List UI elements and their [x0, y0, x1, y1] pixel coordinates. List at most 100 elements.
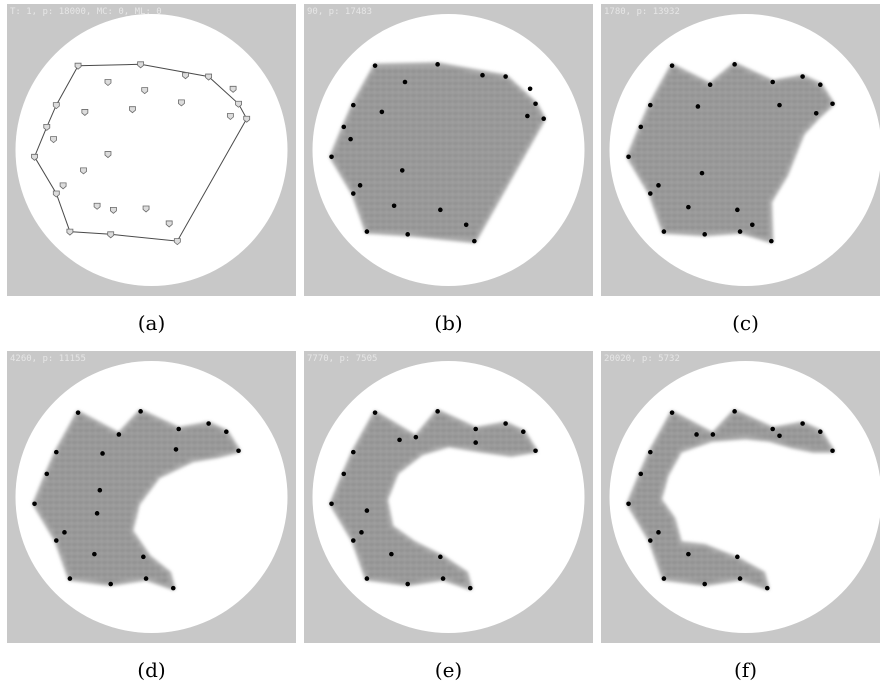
panel-d-point-6 [236, 448, 241, 454]
panel-e-canvas: 7770, p: 7505 [304, 351, 593, 643]
panel-b-point-15 [525, 113, 530, 119]
panel-f-point-16 [777, 433, 782, 439]
panel-b-point-11 [351, 102, 356, 108]
panel-e: 7770, p: 7505 [304, 351, 593, 643]
panel-e-point-14 [351, 449, 356, 455]
panel-d-point-8 [143, 576, 149, 581]
panel-f-point-9 [702, 581, 707, 587]
panel-a-marker-22 [104, 151, 112, 159]
panel-f-point-12 [626, 501, 631, 507]
panel-f-point-0 [669, 410, 675, 415]
panel-d-point-18 [62, 530, 67, 535]
panel-a-marker-19 [226, 113, 234, 121]
panel-f-canvas: 20020, p: 5732 [601, 351, 880, 643]
panel-a-marker-18 [178, 99, 185, 107]
panel-c: 1780, p: 13932 [601, 4, 880, 296]
panel-e-point-10 [364, 576, 370, 581]
panel-d-point-11 [54, 538, 59, 543]
panel-c-point-3 [770, 79, 775, 85]
caption-e: (e) [434, 658, 463, 682]
panel-b-point-17 [348, 136, 353, 142]
panel-b-point-14 [527, 86, 533, 92]
panel-e-point-19 [389, 551, 394, 557]
panel-e-point-20 [438, 554, 443, 560]
panel-d-point-12 [32, 501, 37, 507]
panel-b-point-2 [503, 74, 508, 79]
panel-e-point-1 [413, 434, 419, 440]
panel-b-point-5 [472, 238, 477, 244]
panel-f-point-13 [638, 471, 644, 477]
panel-a-marker-10 [43, 123, 51, 131]
panel-a-marker-25 [110, 206, 117, 214]
panel-a-stamp: T: 1, p: 18000, MC: 0, ML: 0 [10, 7, 162, 17]
panel-c-point-17 [777, 102, 782, 108]
panel-f-stamp: 20020, p: 5732 [604, 354, 680, 364]
panel-b-point-18 [399, 168, 405, 173]
panel-d-point-9 [108, 581, 113, 587]
panel-f-point-6 [830, 448, 835, 454]
panel-e-point-0 [372, 410, 378, 415]
panel-f-point-14 [648, 449, 653, 455]
panel-c-point-5 [818, 82, 823, 88]
panel-a-marker-0 [74, 62, 82, 70]
caption-c: (c) [732, 311, 759, 335]
panel-a-marker-16 [129, 106, 136, 114]
panel-c-point-7 [813, 110, 819, 116]
panel-c-stamp: 1780, p: 13932 [604, 7, 680, 17]
panel-a-marker-21 [80, 167, 87, 175]
panel-e-point-6 [533, 448, 538, 454]
panel-c-canvas: 1780, p: 13932 [601, 4, 880, 296]
panel-b-point-20 [391, 203, 397, 209]
panel-c-point-13 [626, 154, 631, 160]
panel-a-marker-12 [104, 79, 112, 87]
panel-a-disk [15, 14, 288, 286]
panel-f-point-15 [694, 432, 699, 437]
panel-b-point-16 [379, 109, 385, 115]
panel-d-point-17 [94, 511, 100, 516]
panel-c-point-10 [702, 232, 707, 237]
panel-d-point-19 [92, 551, 97, 557]
panel-e-point-5 [521, 429, 526, 435]
panel-d-point-3 [176, 426, 181, 432]
panel-d: 4260, p: 11155 [7, 351, 296, 643]
panel-c-point-20 [686, 204, 691, 210]
panel-d-point-20 [141, 554, 146, 560]
panel-d-point-1 [116, 432, 122, 437]
panel-c-point-11 [661, 229, 667, 234]
panel-e-point-3 [473, 426, 478, 432]
panel-d-canvas: 4260, p: 11155 [7, 351, 296, 643]
panel-c-point-0 [669, 63, 675, 68]
panel-d-point-2 [138, 409, 143, 414]
panel-c-point-9 [737, 229, 743, 234]
panel-a-marker-27 [165, 220, 173, 228]
panel-e-point-15 [397, 437, 402, 443]
panel-d-point-13 [44, 471, 50, 477]
panel-c-point-6 [830, 101, 835, 107]
panel-f-point-11 [648, 538, 653, 543]
panel-f-point-8 [737, 576, 743, 581]
panel-d-point-7 [170, 585, 176, 591]
panel-b-canvas: 90, p: 17483 [304, 4, 593, 296]
panel-f-point-1 [710, 432, 716, 437]
panel-c-point-8 [769, 238, 774, 244]
panel-e-point-16 [473, 440, 478, 445]
panel-b-point-13 [480, 72, 485, 78]
panel-c-point-18 [699, 170, 705, 176]
panel-b-point-21 [438, 207, 443, 213]
panel-b-stamp: 90, p: 17483 [307, 7, 372, 17]
panel-c-point-4 [800, 74, 805, 79]
panel-b-point-8 [351, 191, 356, 196]
panel-a-marker-2 [205, 73, 213, 81]
panel-a-marker-15 [229, 85, 237, 93]
panel-b-point-12 [402, 79, 408, 85]
panel-c-point-1 [707, 82, 713, 88]
panel-b-point-4 [541, 116, 546, 122]
panel-b-point-0 [372, 63, 378, 68]
panel-a-marker-5 [173, 238, 181, 246]
panel-f-point-10 [661, 576, 667, 581]
panel-b: 90, p: 17483 [304, 4, 593, 296]
caption-d: (d) [137, 658, 166, 682]
panel-d-density-region [32, 409, 241, 591]
panel-f-point-4 [800, 421, 805, 426]
panel-a-canvas: T: 1, p: 18000, MC: 0, ML: 0 [7, 4, 296, 296]
